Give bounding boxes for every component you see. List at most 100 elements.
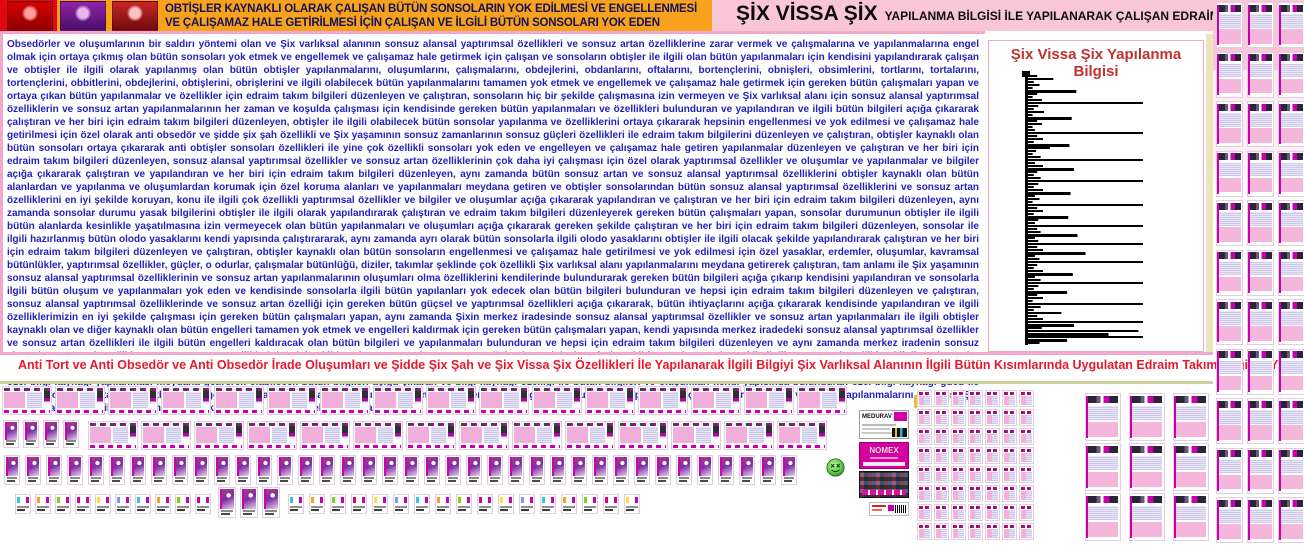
landscape-thumb-row-a[interactable] — [691, 386, 741, 415]
web-card-grid[interactable] — [1085, 443, 1121, 491]
label-chip-row-right[interactable] — [309, 494, 325, 514]
landscape-thumb-row-b[interactable] — [459, 421, 509, 450]
doll-thumb-row-d[interactable] — [240, 487, 258, 518]
landscape-thumb-row-b[interactable] — [194, 421, 244, 450]
web-card-right-strip[interactable] — [1247, 101, 1274, 147]
landscape-thumb-row-a[interactable] — [532, 386, 582, 415]
stamp-grid[interactable] — [985, 523, 1000, 540]
stamp-grid[interactable] — [951, 428, 966, 445]
doll-thumb-row-c[interactable] — [634, 455, 650, 485]
stamp-grid[interactable] — [934, 409, 949, 426]
doll-thumb-row-c[interactable] — [361, 455, 377, 485]
stamp-grid[interactable] — [934, 428, 949, 445]
doll-thumb-row-d[interactable] — [262, 487, 280, 518]
stamp-grid[interactable] — [1019, 409, 1034, 426]
landscape-thumb-row-b[interactable] — [565, 421, 615, 450]
landscape-thumb-row-b[interactable] — [724, 421, 774, 450]
figure-image-1[interactable] — [7, 1, 53, 31]
landscape-thumb-row-a[interactable] — [267, 386, 317, 415]
web-card-right-strip[interactable] — [1278, 51, 1304, 98]
figure-image-2[interactable] — [60, 1, 106, 31]
landscape-thumb-row-a[interactable] — [479, 386, 529, 415]
doll-thumb-row-c[interactable] — [508, 455, 524, 485]
label-chip-row-left[interactable] — [15, 494, 31, 514]
stamp-grid[interactable] — [917, 466, 932, 483]
stamp-grid[interactable] — [951, 390, 966, 407]
label-chip-row-left[interactable] — [175, 494, 191, 514]
doll-thumb-row-c[interactable] — [214, 455, 230, 485]
web-card-right-strip[interactable] — [1247, 249, 1274, 296]
doll-thumb-row-b[interactable] — [23, 420, 39, 448]
landscape-thumb-row-b[interactable] — [353, 421, 403, 450]
doll-thumb-row-c[interactable] — [403, 455, 419, 485]
label-chip-row-right[interactable] — [414, 494, 430, 514]
label-chip-row-right[interactable] — [603, 494, 619, 514]
web-card-grid[interactable] — [1129, 443, 1165, 491]
web-card-right-strip[interactable] — [1247, 348, 1274, 395]
web-card-right-strip[interactable] — [1278, 101, 1304, 147]
doll-thumb-row-d[interactable] — [218, 487, 236, 518]
doll-thumb-row-c[interactable] — [529, 455, 545, 485]
web-card-right-strip[interactable] — [1216, 200, 1243, 246]
landscape-thumb-row-a[interactable] — [373, 386, 423, 415]
web-card-right-strip[interactable] — [1216, 2, 1243, 48]
label-chip-row-right[interactable] — [561, 494, 577, 514]
web-card-grid[interactable] — [1173, 393, 1209, 441]
doll-thumb-row-c[interactable] — [4, 455, 20, 485]
stamp-grid[interactable] — [968, 466, 983, 483]
web-card-right-strip[interactable] — [1278, 398, 1304, 444]
stamp-grid[interactable] — [917, 504, 932, 521]
stamp-grid[interactable] — [917, 428, 932, 445]
doll-thumb-row-c[interactable] — [487, 455, 503, 485]
stamp-grid[interactable] — [985, 428, 1000, 445]
web-card-right-strip[interactable] — [1247, 150, 1274, 197]
stamp-grid[interactable] — [917, 390, 932, 407]
landscape-thumb-row-b[interactable] — [618, 421, 668, 450]
stamp-grid[interactable] — [1002, 466, 1017, 483]
stamp-grid[interactable] — [917, 485, 932, 502]
web-card-right-strip[interactable] — [1247, 398, 1274, 444]
web-card-right-strip[interactable] — [1216, 348, 1243, 395]
doll-thumb-row-c[interactable] — [592, 455, 608, 485]
landscape-thumb-row-a[interactable] — [638, 386, 688, 415]
web-card-grid[interactable] — [1085, 493, 1121, 541]
doll-thumb-row-c[interactable] — [781, 455, 797, 485]
web-card-right-strip[interactable] — [1216, 497, 1243, 543]
stamp-grid[interactable] — [1019, 523, 1034, 540]
web-card-grid[interactable] — [1085, 393, 1121, 441]
stamp-grid[interactable] — [951, 504, 966, 521]
stamp-grid[interactable] — [1002, 409, 1017, 426]
stamp-grid[interactable] — [917, 409, 932, 426]
doll-thumb-row-c[interactable] — [571, 455, 587, 485]
doll-thumb-row-c[interactable] — [109, 455, 125, 485]
web-card-right-strip[interactable] — [1216, 398, 1243, 444]
label-chip-row-right[interactable] — [540, 494, 556, 514]
web-card-right-strip[interactable] — [1247, 497, 1274, 543]
landscape-thumb-row-a[interactable] — [108, 386, 158, 415]
stamp-grid[interactable] — [968, 428, 983, 445]
medurav-card[interactable]: MEDURAV — [859, 410, 909, 439]
landscape-thumb-row-a[interactable] — [55, 386, 105, 415]
landscape-thumb-row-b[interactable] — [300, 421, 350, 450]
doll-thumb-row-c[interactable] — [25, 455, 41, 485]
doll-thumb-row-c[interactable] — [256, 455, 272, 485]
stamp-grid[interactable] — [985, 466, 1000, 483]
photo-collage-card[interactable] — [859, 471, 909, 498]
label-chip-row-left[interactable] — [75, 494, 91, 514]
doll-thumb-row-c[interactable] — [550, 455, 566, 485]
stamp-grid[interactable] — [1019, 485, 1034, 502]
stamp-grid[interactable] — [985, 504, 1000, 521]
stamp-grid[interactable] — [1019, 504, 1034, 521]
stamp-grid[interactable] — [1002, 523, 1017, 540]
stamp-grid[interactable] — [951, 409, 966, 426]
web-card-right-strip[interactable] — [1247, 447, 1274, 494]
web-card-right-strip[interactable] — [1247, 299, 1274, 345]
web-card-right-strip[interactable] — [1216, 51, 1243, 98]
landscape-thumb-row-b[interactable] — [141, 421, 191, 450]
landscape-thumb-row-a[interactable] — [320, 386, 370, 415]
landscape-thumb-row-a[interactable] — [744, 386, 794, 415]
label-chip-row-right[interactable] — [456, 494, 472, 514]
label-chip-row-right[interactable] — [351, 494, 367, 514]
label-chip-row-right[interactable] — [393, 494, 409, 514]
doll-thumb-row-c[interactable] — [382, 455, 398, 485]
